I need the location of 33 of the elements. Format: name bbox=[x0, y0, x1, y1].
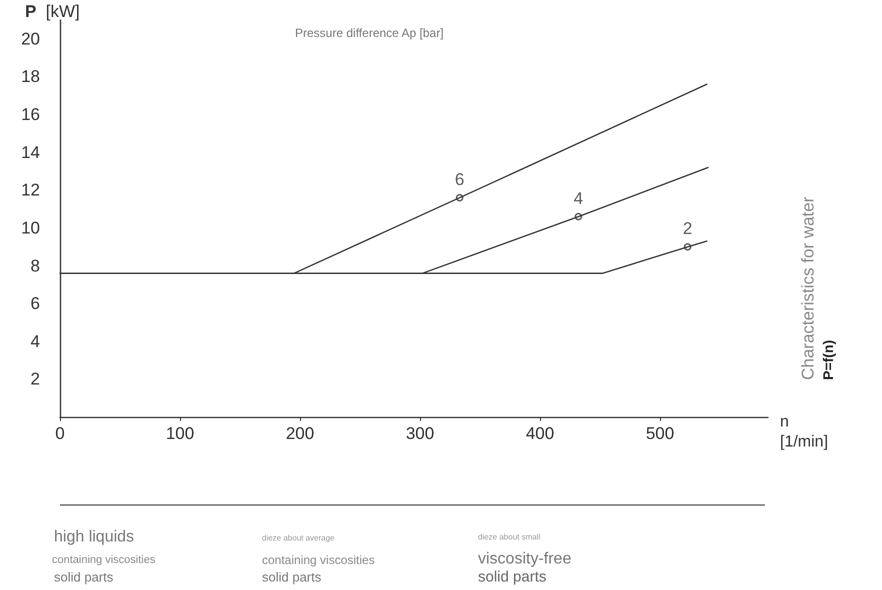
text: viscosity-free bbox=[478, 550, 572, 568]
text: Characteristics for water bbox=[798, 196, 818, 380]
text: P=f(n) bbox=[820, 340, 836, 380]
y-tick-label: 6 bbox=[30, 294, 40, 314]
text: dieze about average bbox=[262, 534, 336, 542]
x-tick-label: 200 bbox=[286, 424, 314, 443]
y-tick-label: 14 bbox=[21, 142, 40, 162]
y-tick-label: 8 bbox=[30, 256, 40, 276]
x-tick-label: 0 bbox=[55, 424, 65, 443]
y-axis-title: P [kW] bbox=[25, 2, 80, 21]
y-tick-label: 2 bbox=[30, 370, 40, 389]
y-tick-label: 10 bbox=[21, 218, 40, 238]
text: solid parts bbox=[262, 570, 322, 584]
y-tick-label: 18 bbox=[21, 67, 40, 86]
x-tick-label: 300 bbox=[406, 424, 434, 443]
text: Pressure difference Ap [bar] bbox=[295, 26, 444, 40]
y-tick-label: 16 bbox=[21, 105, 40, 124]
x-tick-label: 100 bbox=[166, 424, 194, 443]
series-label: 6 bbox=[454, 170, 464, 189]
series-label: 2 bbox=[682, 219, 692, 238]
x-tick-label: 500 bbox=[646, 424, 674, 443]
text: high liquids bbox=[54, 528, 134, 546]
y-tick-label: 4 bbox=[30, 332, 40, 351]
x-axis-title: n [1/min] bbox=[780, 414, 828, 450]
series-label: 4 bbox=[574, 188, 584, 208]
x-tick-label: 400 bbox=[526, 424, 554, 443]
text: containing viscosities bbox=[52, 554, 156, 566]
text: containing viscosities bbox=[262, 553, 375, 567]
text: solid parts bbox=[54, 570, 114, 584]
y-tick-label: 12 bbox=[21, 180, 40, 200]
text: solid parts bbox=[478, 568, 546, 586]
text: dieze about small bbox=[478, 532, 540, 542]
y-tick-label: 20 bbox=[21, 29, 40, 48]
